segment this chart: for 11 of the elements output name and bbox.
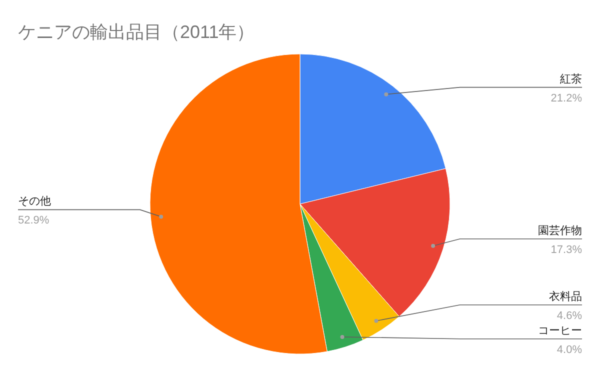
data-label: 4.6% (556, 310, 582, 322)
data-label: 4.0% (556, 344, 582, 356)
slice-label: コーヒー (538, 324, 582, 337)
data-label: 21.2% (550, 92, 582, 104)
slice-label: 紅茶 (560, 72, 582, 86)
data-label: 17.3% (550, 244, 582, 256)
data-label: 52.9% (18, 214, 50, 227)
slice-label: 園芸作物 (538, 224, 582, 237)
slice-label: その他 (18, 196, 51, 208)
slice-label: 衣料品 (549, 290, 582, 303)
chart-title: ケニアの輸出品目（2011年） (18, 22, 255, 42)
